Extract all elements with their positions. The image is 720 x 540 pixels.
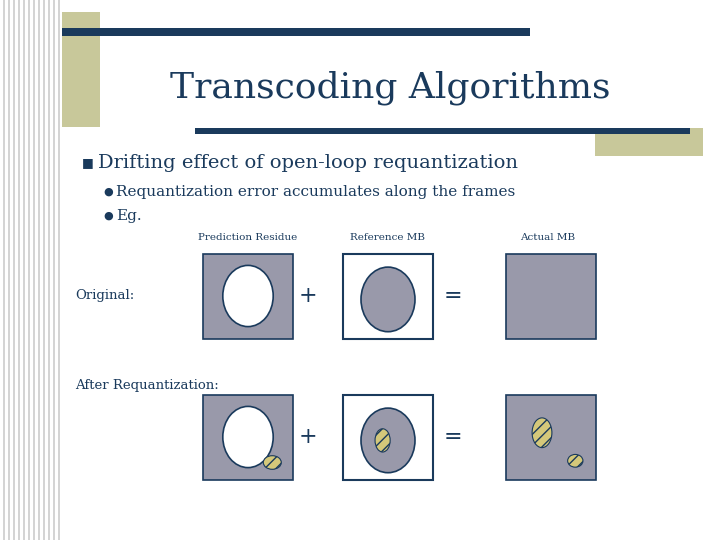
Text: ●: ● <box>103 211 113 221</box>
Text: Eg.: Eg. <box>116 209 142 223</box>
Ellipse shape <box>361 408 415 472</box>
Ellipse shape <box>222 265 273 327</box>
Ellipse shape <box>532 418 552 448</box>
Bar <box>506 395 596 480</box>
Ellipse shape <box>375 429 390 452</box>
Bar <box>595 128 703 156</box>
Text: Transcoding Algorithms: Transcoding Algorithms <box>170 71 611 105</box>
Text: +: + <box>299 426 318 448</box>
Bar <box>62 28 530 36</box>
Text: Prediction Residue: Prediction Residue <box>199 233 297 242</box>
Text: =: = <box>444 285 462 307</box>
Text: =: = <box>444 426 462 448</box>
Ellipse shape <box>264 456 282 469</box>
Bar <box>203 395 293 480</box>
Ellipse shape <box>567 455 583 467</box>
Bar <box>195 128 690 134</box>
Text: Original:: Original: <box>75 289 134 302</box>
Bar <box>62 12 100 127</box>
Text: Drifting effect of open-loop requantization: Drifting effect of open-loop requantizat… <box>98 154 518 172</box>
Text: Actual MB: Actual MB <box>521 233 575 242</box>
Bar <box>343 253 433 339</box>
Text: After Requantization:: After Requantization: <box>75 379 219 392</box>
Ellipse shape <box>222 407 273 468</box>
Text: Reference MB: Reference MB <box>349 233 425 242</box>
Text: +: + <box>299 285 318 307</box>
Bar <box>506 253 596 339</box>
Ellipse shape <box>361 267 415 332</box>
Bar <box>343 395 433 480</box>
Text: ■: ■ <box>82 157 94 170</box>
Text: ●: ● <box>103 187 113 197</box>
Text: Requantization error accumulates along the frames: Requantization error accumulates along t… <box>116 185 516 199</box>
Bar <box>203 253 293 339</box>
